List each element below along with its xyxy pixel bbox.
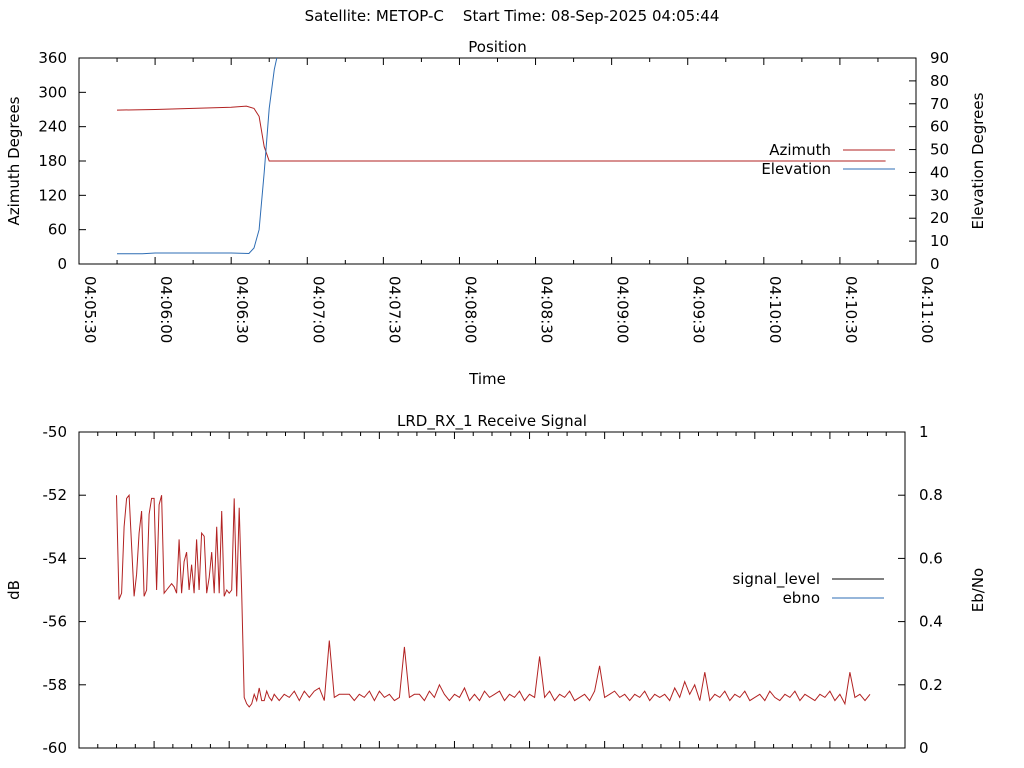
y2-tick-label: 0.4 [919, 613, 943, 631]
y2-tick-label: 60 [930, 118, 949, 136]
x-tick-label: 04:11:00 [918, 276, 936, 343]
y-tick-label: -60 [43, 739, 68, 757]
legend-label: signal_level [732, 570, 820, 589]
y-tick-label: 360 [38, 49, 67, 67]
y-tick-label: -54 [43, 549, 68, 567]
y-axis-label: dB [5, 580, 23, 600]
y2-tick-label: 20 [930, 209, 949, 227]
y2-tick-label: 10 [930, 232, 949, 250]
chart-1: Position 0 60 120 180 240 300 360 0 10 20 30 40 50 60 7… [5, 38, 987, 388]
x-tick-label: 04:09:00 [614, 276, 632, 343]
x-tick-label: 04:07:30 [385, 276, 403, 343]
y2-tick-label: 90 [930, 49, 949, 67]
chart-title: Position [468, 38, 526, 56]
y-tick-label: -50 [43, 423, 68, 441]
y2-tick-label: 0.2 [919, 676, 943, 694]
x-tick-label: 04:06:00 [157, 276, 175, 343]
y-tick-label: 300 [38, 83, 67, 101]
series-line-azimuth [116, 105, 886, 162]
y2-tick-label: 0 [919, 739, 929, 757]
y2-axis-label: Eb/No [969, 568, 987, 612]
y-tick-label: 120 [38, 186, 67, 204]
legend-label: Elevation [761, 160, 831, 178]
x-axis-label: Time [468, 370, 506, 388]
series-line-signal [116, 493, 871, 708]
chart-title: LRD_RX_1 Receive Signal [397, 412, 587, 431]
x-tick-label: 04:10:30 [842, 276, 860, 343]
x-tick-label: 04:05:30 [81, 276, 99, 343]
y2-tick-label: 70 [930, 95, 949, 113]
series-line-elevation [117, 57, 278, 255]
legend-label: Azimuth [769, 141, 831, 159]
y-tick-label: 60 [48, 221, 67, 239]
y2-tick-label: 40 [930, 163, 949, 181]
y-tick-label: -56 [43, 613, 68, 631]
y-tick-label: -52 [43, 486, 68, 504]
y2-tick-label: 0.8 [919, 486, 943, 504]
y2-tick-label: 50 [930, 141, 949, 159]
x-tick-label: 04:06:30 [233, 276, 251, 343]
y-axis-label: Azimuth Degrees [5, 96, 23, 225]
x-tick-label: 04:07:00 [309, 276, 327, 343]
y2-tick-label: 0 [930, 255, 940, 273]
legend-label: ebno [783, 589, 820, 607]
y-tick-label: 0 [57, 255, 67, 273]
y2-axis-label: Elevation Degrees [969, 92, 987, 229]
y-tick-label: -58 [43, 676, 68, 694]
x-tick-label: 04:10:00 [766, 276, 784, 343]
y2-tick-label: 0.6 [919, 549, 943, 567]
plot-frame [78, 431, 906, 749]
y-tick-label: 180 [38, 152, 67, 170]
y2-tick-label: 1 [919, 423, 929, 441]
y2-tick-label: 30 [930, 186, 949, 204]
y2-tick-label: 80 [930, 72, 949, 90]
x-tick-label: 04:08:00 [461, 276, 479, 343]
x-tick-label: 04:09:30 [690, 276, 708, 343]
chart-2: LRD_RX_1 Receive Signal -60 -58 -56 -54 -52 -5… [5, 412, 987, 757]
x-tick-label: 04:08:30 [538, 276, 556, 343]
y-tick-label: 240 [38, 118, 67, 136]
page-header: Satellite: METOP-C Start Time: 08-Sep-20… [304, 7, 720, 25]
